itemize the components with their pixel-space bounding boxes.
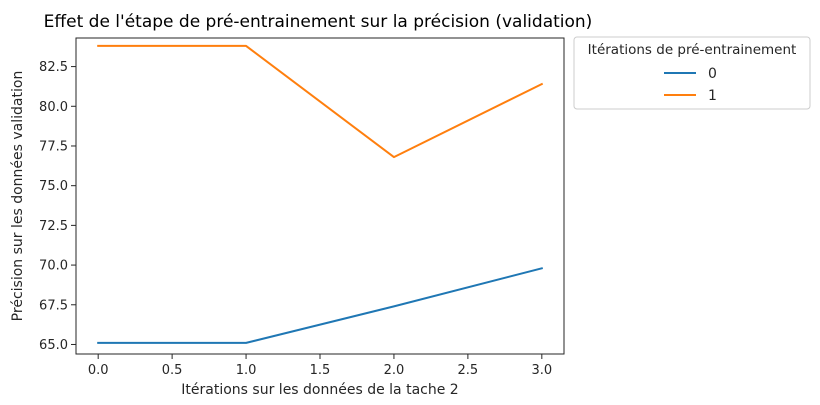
- y-axis-ticks: 65.0 67.5 70.0 72.5 75.0 77.5 80.0 82.5: [39, 60, 76, 353]
- y-tick-label: 75.0: [39, 179, 68, 194]
- series-line-0: [97, 267, 544, 344]
- y-tick-label: 77.5: [39, 139, 68, 154]
- y-tick-label: 82.5: [39, 60, 68, 75]
- series-lines: [97, 44, 544, 344]
- y-axis-label: Précision sur les données validation: [10, 71, 26, 322]
- series-line-1: [97, 44, 544, 159]
- x-tick-label: 3.0: [531, 363, 552, 378]
- y-tick-label: 80.0: [39, 100, 68, 115]
- x-tick-label: 2.5: [458, 363, 479, 378]
- legend-label-0: 0: [708, 66, 717, 82]
- legend-entries: 01: [664, 66, 717, 104]
- x-tick-label: 0.5: [162, 363, 183, 378]
- chart-title: Effet de l'étape de pré-entrainement sur…: [44, 12, 593, 32]
- x-tick-label: 1.0: [236, 363, 257, 378]
- y-tick-label: 70.0: [39, 259, 68, 274]
- x-tick-label: 0.0: [88, 363, 109, 378]
- y-tick-label: 67.5: [39, 298, 68, 313]
- legend-title: Itérations de pré-entrainement: [588, 42, 797, 58]
- x-axis-label: Itérations sur les données de la tache 2: [181, 382, 458, 398]
- legend-label-1: 1: [708, 88, 717, 104]
- x-tick-label: 1.5: [310, 363, 331, 378]
- y-tick-label: 72.5: [39, 219, 68, 234]
- x-axis-ticks: 0.0 0.5 1.0 1.5 2.0 2.5 3.0: [88, 354, 552, 378]
- legend: Itérations de pré-entrainement 01: [573, 36, 811, 110]
- x-tick-label: 2.0: [384, 363, 405, 378]
- plot-frame: [75, 37, 565, 355]
- y-tick-label: 65.0: [39, 338, 68, 353]
